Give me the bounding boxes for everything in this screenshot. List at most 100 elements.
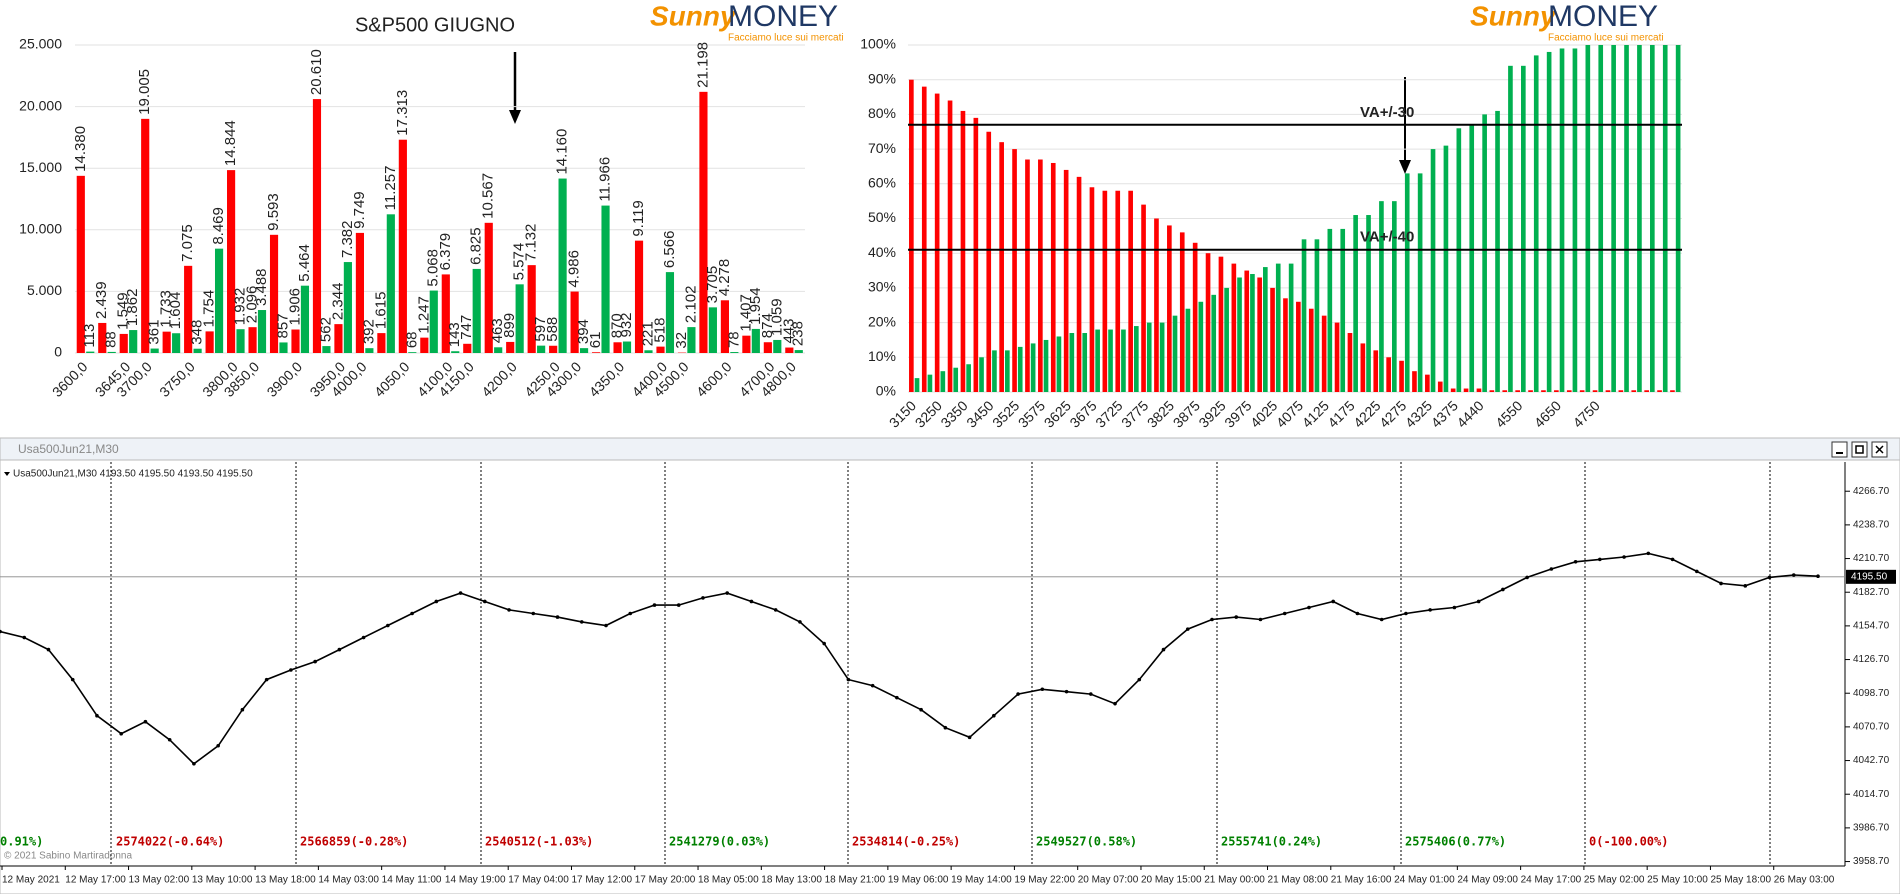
x-tick-label: 4225 [1350, 397, 1383, 430]
bar [1288, 263, 1294, 392]
x-tick-label: 20 May 07:00 [1078, 875, 1139, 886]
data-label: 1.549 [115, 292, 132, 330]
price-point [1161, 647, 1166, 652]
x-tick-label: 12 May 17:00 [65, 875, 126, 886]
x-tick-label: 14 May 19:00 [445, 875, 506, 886]
x-tick-label: 3600,0 [49, 358, 91, 400]
price-point [216, 743, 220, 748]
bar [979, 357, 984, 392]
bar [1366, 215, 1371, 392]
y-tick-label: 20.000 [19, 97, 62, 113]
x-tick-label: 3775 [1118, 397, 1151, 430]
x-tick-label: 3525 [989, 397, 1022, 430]
data-label: 899 [501, 313, 518, 338]
bar [656, 346, 665, 353]
bar [1657, 390, 1662, 392]
bar [549, 345, 558, 353]
x-tick-label: 13 May 02:00 [129, 875, 190, 886]
bar [1482, 114, 1487, 393]
price-point [1089, 692, 1093, 696]
bar [506, 341, 515, 353]
bar [730, 352, 739, 353]
price-point [95, 713, 99, 718]
bar [1489, 390, 1495, 392]
x-tick-label: 25 May 18:00 [1710, 875, 1771, 886]
y-tick-label: 4182.70 [1853, 587, 1890, 598]
session-label: 2575406(0.77%) [1405, 835, 1506, 849]
bar [1224, 287, 1229, 392]
last-price-box [1846, 569, 1896, 584]
price-point [749, 599, 754, 604]
restore-button[interactable] [1851, 441, 1868, 458]
bar [1353, 215, 1358, 392]
session-label: 0(-100.00%) [1589, 835, 1668, 849]
window-title-bar [0, 437, 1900, 461]
x-tick-label: 18 May 21:00 [825, 875, 886, 886]
bar [1159, 322, 1165, 392]
session-label: 2555741(0.24%) [1221, 835, 1322, 849]
y-tick-label: 4070.70 [1853, 722, 1890, 733]
data-label: 4.986 [566, 250, 583, 288]
bar [1515, 390, 1520, 392]
data-label: 5.464 [296, 244, 313, 282]
last-price-label: 4195.50 [1851, 571, 1888, 582]
x-tick-label: 13 May 18:00 [255, 875, 316, 886]
data-label: 5.068 [425, 249, 442, 287]
price-line [0, 552, 1819, 765]
bar [708, 307, 717, 353]
y-tick-label: 0 [54, 344, 62, 360]
bar [1495, 110, 1500, 393]
bar [1327, 228, 1333, 392]
bar [1437, 381, 1443, 392]
data-label: 10.567 [480, 173, 497, 219]
bar [386, 214, 395, 353]
bar [1275, 263, 1281, 392]
bar [1211, 294, 1217, 392]
bar [665, 272, 675, 353]
price-point [1185, 627, 1190, 631]
x-tick-label: 4325 [1402, 397, 1435, 430]
bar [257, 310, 267, 353]
x-tick-label: 21 May 00:00 [1204, 875, 1265, 886]
y-tick-label: 100% [860, 36, 896, 52]
logo: Sunny MONEY Facciamo luce sui mercati [1470, 0, 1664, 44]
data-label: 9.593 [265, 193, 282, 231]
bar [1134, 326, 1139, 392]
arrow-head [509, 110, 521, 124]
bar [1476, 388, 1482, 392]
dropdown-icon[interactable] [4, 472, 10, 476]
price-point [725, 591, 729, 595]
bar [1637, 45, 1642, 392]
bar [1076, 176, 1082, 392]
bar [98, 322, 107, 353]
bar [1069, 333, 1075, 392]
bar [1340, 228, 1346, 392]
price-point [1428, 608, 1432, 612]
x-tick-label: 3975 [1221, 397, 1254, 430]
data-label: 857 [274, 313, 291, 338]
price-point [1210, 617, 1214, 622]
price-point [192, 761, 196, 766]
bar [1050, 162, 1056, 392]
price-point [1282, 611, 1287, 616]
price-point [846, 677, 851, 682]
window-buttons[interactable] [1831, 441, 1888, 458]
bar [720, 300, 729, 353]
y-tick-label: 4210.70 [1853, 553, 1890, 564]
price-point [1622, 555, 1626, 559]
bar [1541, 390, 1546, 392]
bar [129, 330, 138, 353]
bar [1675, 45, 1681, 392]
x-tick-label: 25 May 02:00 [1584, 875, 1645, 886]
data-label: 747 [458, 315, 475, 340]
x-tick-label: 4750 [1570, 397, 1603, 430]
price-point [1816, 574, 1820, 579]
data-label: 348 [189, 320, 206, 345]
bar [1559, 48, 1565, 392]
minimize-button[interactable] [1831, 441, 1848, 458]
x-tick-label: 3725 [1092, 397, 1125, 430]
bar [1146, 322, 1152, 392]
data-label: 88 [103, 331, 120, 348]
bar [1611, 45, 1616, 392]
data-label: 1.932 [232, 288, 249, 326]
